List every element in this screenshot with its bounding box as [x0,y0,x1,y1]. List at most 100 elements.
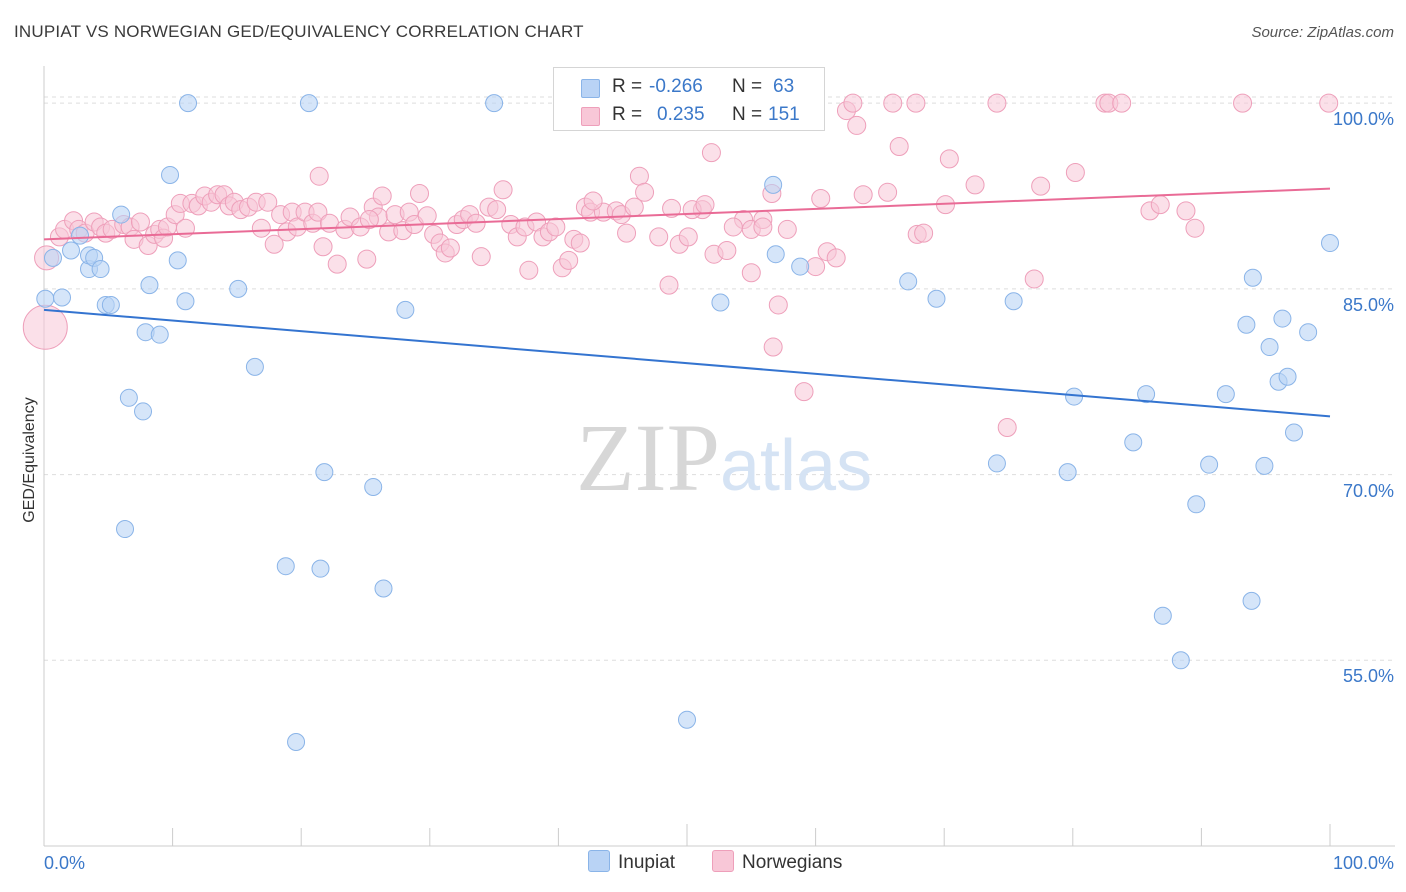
inupiat-point [245,357,264,376]
norwegian-point [717,240,737,260]
inupiat-point [311,559,330,578]
norwegian-point [1065,162,1085,182]
inupiat-point [1153,606,1172,625]
inupiat-point [1200,455,1219,474]
inupiat-point [62,241,81,260]
inupiat-point [112,205,131,224]
inupiat-point [1255,456,1274,475]
inupiat-point [1058,463,1077,482]
norwegian-point [1112,93,1132,113]
norwegian-point [987,93,1007,113]
norwegian-point [493,180,513,200]
inupiat-point [44,248,63,267]
norwegian-point [662,198,682,218]
norwegian-point [853,185,873,205]
inupiat-point [485,94,504,113]
chart-title: INUPIAT VS NORWEGIAN GED/EQUIVALENCY COR… [14,22,584,41]
norwegian-point [889,136,909,156]
axes [43,66,1395,847]
norwegian-point [359,210,379,230]
inupiat-point [1237,315,1256,334]
inupiat-point [678,710,696,729]
inupiat-point [1216,385,1235,404]
norwegian-point [939,149,959,169]
norwegian-point [847,115,867,135]
norwegian-points [22,93,1339,438]
r-value: -0.266 [649,76,703,97]
norwegian-point [251,218,271,238]
inupiat-point [1278,367,1297,386]
trend-lines [43,187,1331,418]
norwegian-point [559,250,579,270]
norwegian-point [906,93,926,113]
inupiat-point [315,463,334,482]
r-label: R = [612,104,643,125]
norwegian-point [1185,218,1205,238]
inupiat-point [179,94,198,113]
inupiat-point [1004,292,1023,311]
y-tick-label: 70.0% [1342,480,1394,501]
norwegian-point [741,263,761,283]
inupiat-trend-line [43,308,1331,418]
norwegian-trend-line [43,187,1331,241]
inupiat-point [364,477,383,496]
norwegian-point [826,248,846,268]
norwegian-point [1176,201,1196,221]
norwegian-point [997,418,1017,438]
inupiat-point [276,557,295,576]
norwegian-point [471,247,491,267]
inupiat-point [176,292,195,311]
inupiat-swatch [588,850,610,872]
norwegian-point [965,175,985,195]
inupiat-point [1321,234,1339,253]
inupiat-point [766,245,785,264]
inupiat-point [91,260,110,279]
inupiat-point [119,388,138,407]
norwegian-point [1233,93,1253,113]
inupiat-point [134,402,153,421]
inupiat-point [374,579,393,598]
inupiat-point [116,520,135,539]
legend-row-inupiat: R = -0.266 N = 63 [554,73,824,101]
inupiat-point [791,257,810,276]
inupiat-point [71,226,90,245]
inupiat-point [140,276,159,295]
inupiat-point [1299,323,1318,342]
norwegian-point [440,238,460,258]
norwegian-point [313,237,333,257]
legend-label: Inupiat [618,852,676,873]
norwegian-point [309,166,329,186]
inupiat-point [287,733,306,751]
norwegian-point [372,186,392,206]
norwegian-swatch [581,107,600,126]
watermark-atlas: atlas [720,426,872,506]
inupiat-point [987,454,1006,473]
inupiat-point [1242,591,1261,610]
norwegian-point [843,93,863,113]
inupiat-point [53,288,72,307]
inupiat-point [1137,385,1156,404]
n-value: 63 [773,76,795,97]
norwegian-point [357,249,377,269]
norwegian-point [753,217,773,237]
norwegian-point [914,223,934,243]
x-tick-label: 0.0% [44,853,86,873]
x-tick-label: 100.0% [1332,853,1394,873]
norwegian-point [768,295,788,315]
norwegian-point [519,260,539,280]
y-tick-label: 100.0% [1332,109,1394,130]
legend-item-inupiat: Inupiat [588,850,675,874]
norwegian-point [264,234,284,254]
norwegian-point [763,337,783,357]
norwegian-point [1150,195,1170,215]
source-label: Source: ZipAtlas.com [1251,24,1394,41]
norwegian-point [487,200,507,220]
norwegian-point [659,275,679,295]
norwegian-point [883,93,903,113]
norwegian-point [546,217,566,237]
norwegian-point [695,195,715,215]
norwegian-point [570,233,590,253]
inupiat-point [36,289,55,308]
norwegian-point [723,217,743,237]
